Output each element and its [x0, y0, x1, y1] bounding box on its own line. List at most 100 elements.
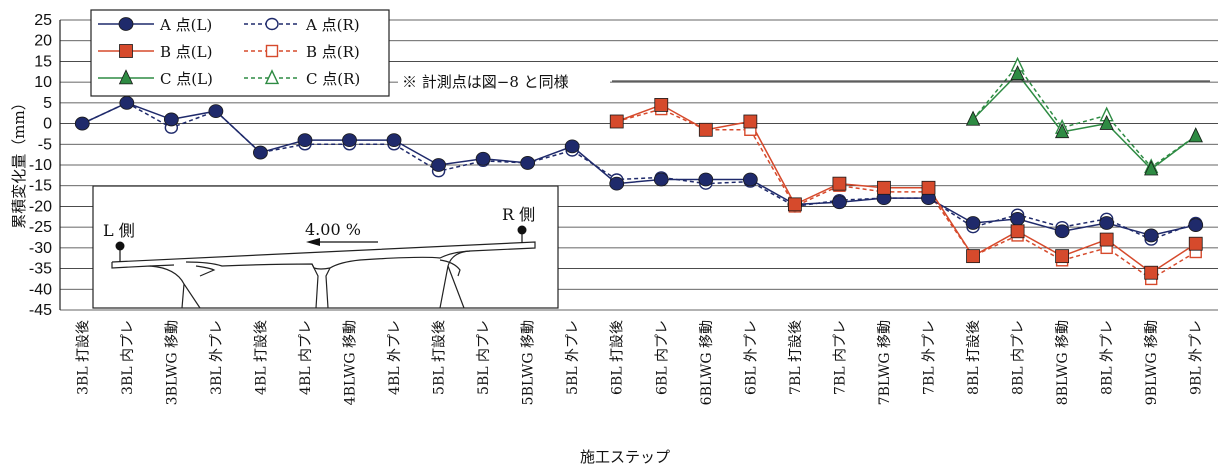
inset-right-label: R 側	[502, 205, 535, 224]
data-point	[965, 110, 981, 126]
series-4	[616, 108, 1197, 280]
legend-entry: C 点(R)	[244, 69, 360, 88]
x-tick-label: 7BL 打設後	[787, 320, 804, 395]
y-tick-label: -15	[29, 178, 52, 195]
bridge-girder-outline	[111, 241, 536, 309]
data-point	[1010, 65, 1025, 81]
x-tick-label: 4BL 外プレ	[387, 320, 403, 395]
legend-swatch-marker	[119, 44, 133, 58]
series-6	[972, 64, 1197, 169]
series-markers-3	[609, 98, 1203, 280]
data-point	[1188, 218, 1204, 232]
y-tick-label: 0	[43, 116, 52, 133]
y-tick-labels: 25 20 15 10 5 0 -5 -10 -15 -20 -25 -30 -35 -40 -45	[29, 12, 52, 319]
series-2	[81, 102, 1196, 241]
data-point	[1010, 211, 1025, 226]
inset-frame	[92, 185, 559, 309]
data-point	[253, 145, 268, 160]
x-tick-label: 9BL 外プレ	[1189, 320, 1205, 395]
x-tick-label: 3BL 打設後	[74, 320, 91, 395]
x-tick-label: 5BL 内プレ	[476, 320, 492, 395]
data-point	[653, 172, 669, 187]
series-1	[81, 102, 1196, 237]
y-tick-label: 20	[34, 33, 52, 50]
legend-label: C 点(L)	[160, 70, 213, 88]
legend-label: A 点(R)	[305, 16, 360, 34]
x-tick-label: 4BL 打設後	[252, 320, 269, 395]
y-tick-label: -45	[29, 302, 52, 319]
x-tick-label: 4BLWG 移動	[343, 320, 359, 405]
data-point	[787, 197, 802, 212]
data-point	[1054, 123, 1070, 139]
data-point	[475, 151, 491, 166]
y-axis-title: 累積変化量（mm）	[10, 95, 28, 228]
series-markers-6	[965, 56, 1203, 174]
x-tick-label: 4BL 内プレ	[298, 320, 314, 395]
y-tick-label: -40	[29, 281, 52, 298]
data-point	[564, 139, 580, 154]
data-point	[297, 133, 313, 148]
data-point	[386, 133, 402, 148]
x-tick-label: 5BLWG 移動	[521, 320, 537, 405]
y-tick-label: -5	[38, 136, 52, 153]
series-line	[972, 64, 1197, 169]
y-tick-label: -20	[29, 198, 52, 215]
x-tick-labels: 3BL 打設後 3BL 内プレ 3BLWG 移動 3BL 外プレ 4BL 打設後 4BL …	[74, 320, 1204, 405]
x-tick-label: 5BL 外プレ	[565, 320, 581, 395]
series-markers-5	[965, 65, 1203, 176]
x-tick-label: 8BL 内プレ	[1011, 320, 1027, 395]
data-point	[698, 172, 714, 187]
data-point	[1054, 224, 1070, 239]
y-tick-label: -30	[29, 240, 52, 257]
legend-label: A 点(L)	[159, 16, 212, 34]
x-tick-label: 6BLWG 移動	[699, 320, 715, 405]
data-point	[742, 172, 758, 187]
legend-entry: B 点(L)	[98, 43, 212, 61]
x-tick-label: 6BL 打設後	[609, 320, 626, 395]
legend: A 点(L) A 点(R) B 点(L) B 点(R) C 点(L) C 点(R)	[90, 9, 390, 97]
x-tick-label: 8BLWG 移動	[1055, 320, 1071, 405]
data-point	[698, 122, 713, 137]
data-point	[609, 114, 624, 129]
data-point	[1144, 160, 1159, 176]
legend-entry: A 点(R)	[244, 16, 360, 34]
x-tick-label: 8BL 外プレ	[1100, 320, 1116, 395]
note-text: ※ 計測点は図−8 と同様	[402, 73, 569, 91]
cross-section-inset: L 側 R 側 4.00 %	[92, 185, 559, 309]
legend-entry: B 点(R)	[244, 43, 360, 61]
legend-label: C 点(R)	[306, 70, 360, 88]
slope-arrow	[306, 238, 378, 246]
data-point	[1188, 236, 1203, 251]
data-point	[1055, 249, 1070, 264]
data-point	[163, 112, 179, 127]
series-line	[81, 102, 1196, 241]
legend-swatch-marker	[118, 17, 134, 31]
data-point	[1143, 228, 1159, 243]
y-tick-label: 10	[34, 74, 52, 91]
data-point	[1099, 232, 1114, 247]
data-point	[431, 158, 446, 172]
data-point	[208, 104, 224, 119]
data-point	[1188, 127, 1203, 143]
legend-swatch-marker	[118, 69, 134, 85]
measurement-point-right	[517, 225, 527, 243]
data-point	[921, 180, 936, 195]
data-point	[520, 156, 536, 170]
legend-label: B 点(R)	[306, 43, 360, 61]
x-tick-label: 3BL 外プレ	[209, 320, 225, 395]
y-tick-label: 5	[43, 95, 52, 112]
y-tick-label: -25	[29, 219, 52, 236]
data-point	[965, 216, 981, 230]
data-point	[1144, 265, 1159, 280]
data-point	[1099, 216, 1115, 230]
legend-entry: C 点(L)	[98, 69, 213, 88]
x-tick-label: 5BL 打設後	[431, 320, 448, 395]
x-tick-label: 6BL 外プレ	[743, 320, 759, 395]
y-tick-label: 15	[34, 53, 52, 70]
x-tick-label: 3BLWG 移動	[164, 320, 180, 405]
data-point	[1099, 114, 1114, 130]
data-point	[119, 95, 135, 110]
series-line	[616, 108, 1197, 280]
data-point	[966, 249, 980, 264]
series-line	[616, 104, 1197, 274]
